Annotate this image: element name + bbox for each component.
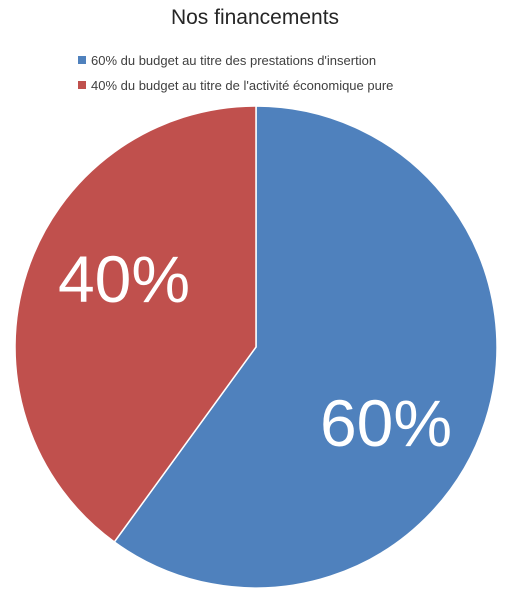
- legend-label-economic: 40% du budget au titre de l'activité éco…: [91, 77, 394, 93]
- pie-slice-insertion: [113, 105, 498, 589]
- legend-label-insertion: 60% du budget au titre des prestations d…: [91, 52, 377, 68]
- legend-item-insertion: 60% du budget au titre des prestations d…: [78, 50, 393, 70]
- data-label-40: 40%: [58, 242, 190, 316]
- legend-item-economic: 40% du budget au titre de l'activité éco…: [78, 75, 393, 95]
- chart-legend: 60% du budget au titre des prestations d…: [78, 50, 393, 100]
- legend-swatch-economic: [78, 81, 86, 89]
- legend-swatch-insertion: [78, 56, 86, 64]
- data-label-60: 60%: [320, 386, 452, 460]
- pie-slice-economic: [14, 105, 257, 544]
- chart-title: Nos financements: [170, 6, 340, 29]
